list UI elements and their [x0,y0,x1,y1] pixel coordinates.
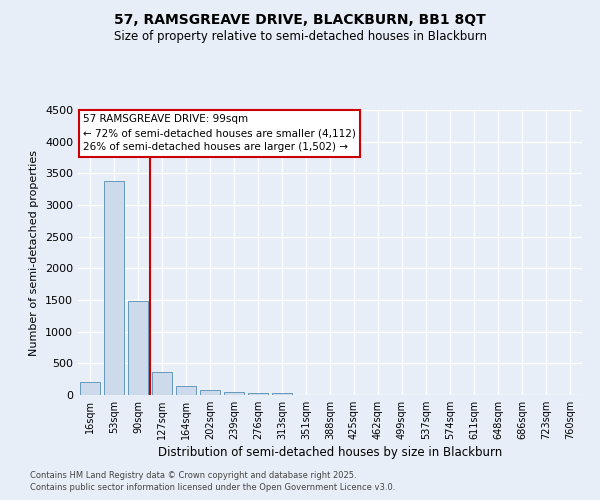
Bar [272,394,292,395]
Bar [104,181,124,395]
Text: Contains HM Land Registry data © Crown copyright and database right 2025.: Contains HM Land Registry data © Crown c… [30,471,356,480]
Text: Size of property relative to semi-detached houses in Blackburn: Size of property relative to semi-detach… [113,30,487,43]
Text: 57, RAMSGREAVE DRIVE, BLACKBURN, BB1 8QT: 57, RAMSGREAVE DRIVE, BLACKBURN, BB1 8QT [114,12,486,26]
Text: Contains public sector information licensed under the Open Government Licence v3: Contains public sector information licen… [30,484,395,492]
Bar [176,386,196,395]
Bar [152,372,172,395]
Bar [200,390,220,395]
Bar [224,392,244,395]
X-axis label: Distribution of semi-detached houses by size in Blackburn: Distribution of semi-detached houses by … [158,446,502,459]
Y-axis label: Number of semi-detached properties: Number of semi-detached properties [29,150,40,356]
Text: 57 RAMSGREAVE DRIVE: 99sqm
← 72% of semi-detached houses are smaller (4,112)
26%: 57 RAMSGREAVE DRIVE: 99sqm ← 72% of semi… [83,114,356,152]
Bar [80,382,100,395]
Bar [248,393,268,395]
Bar [128,300,148,395]
